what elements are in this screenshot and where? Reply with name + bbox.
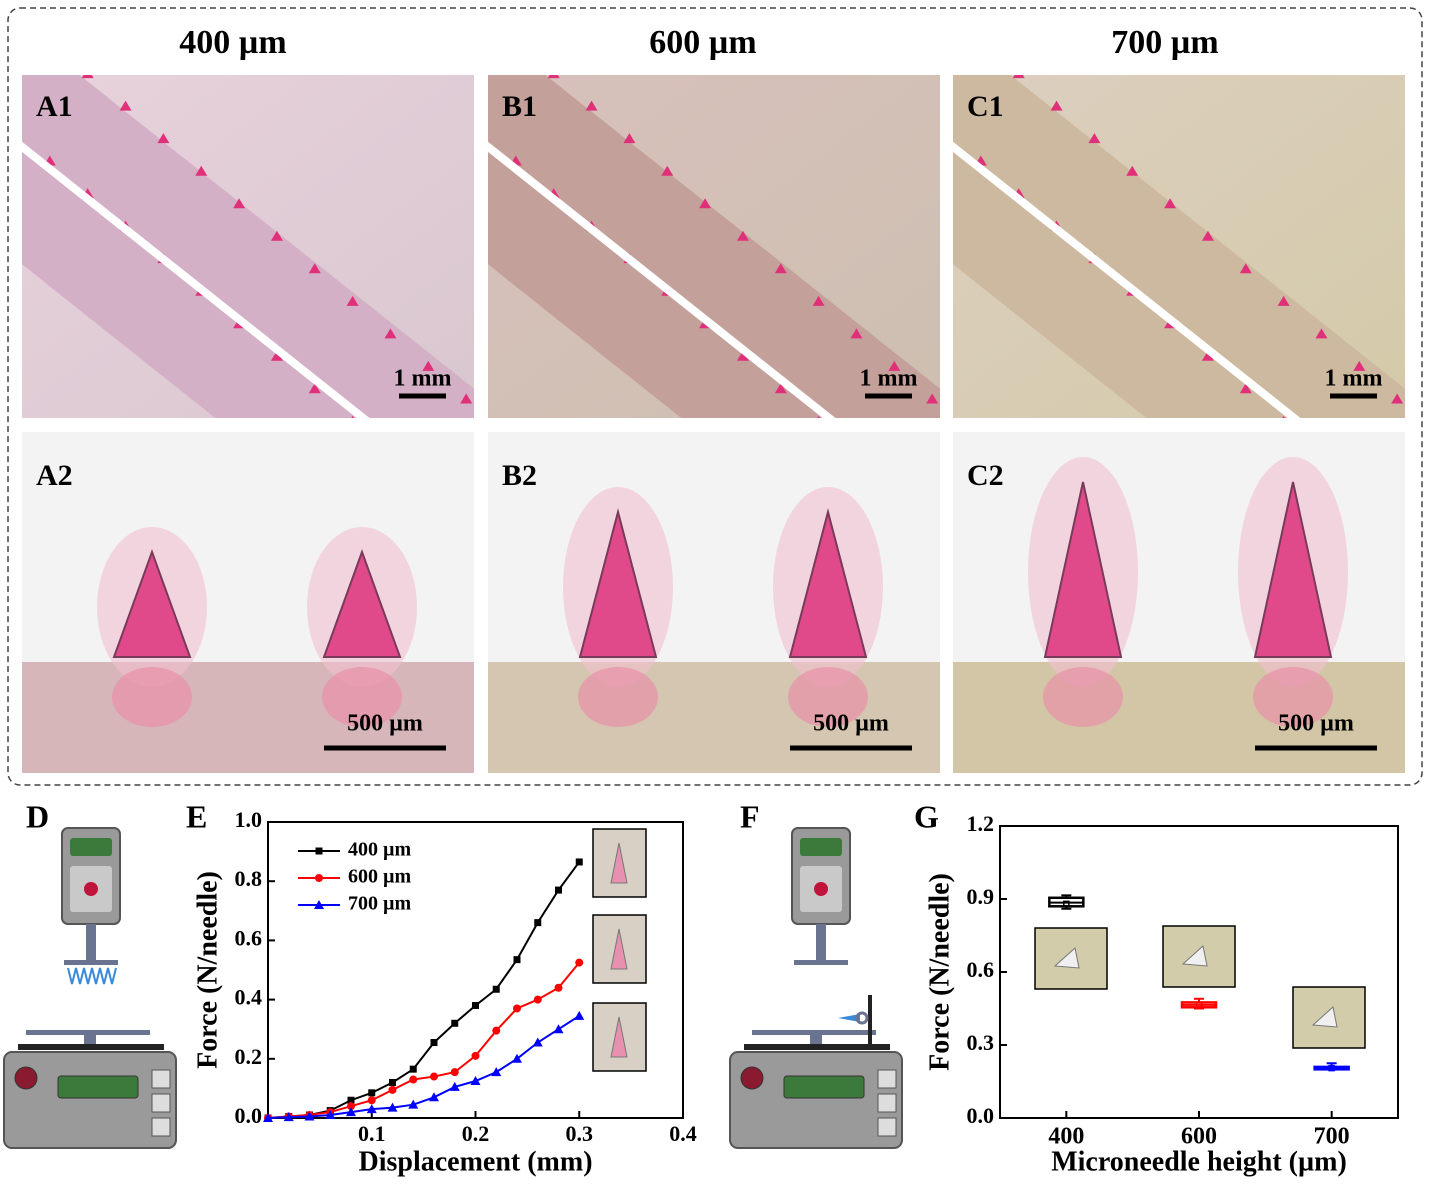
column-title: 400 µm <box>179 24 286 61</box>
base-glow <box>1043 667 1123 727</box>
marker <box>368 1089 375 1096</box>
x-tick-label: 600 <box>1181 1124 1217 1150</box>
marker <box>514 956 521 963</box>
marker <box>429 1092 439 1101</box>
spike <box>975 36 987 46</box>
marker <box>410 1066 417 1073</box>
panel-letter: D <box>26 798 49 834</box>
panel-letter: G <box>914 798 939 834</box>
marker <box>472 1052 480 1060</box>
base-glow <box>112 667 192 727</box>
y-tick-label: 0.4 <box>235 985 263 1010</box>
marker <box>389 1079 396 1086</box>
scale-bar-label: 1 mm <box>1325 366 1383 392</box>
marker <box>576 858 583 865</box>
x-tick-label: 0.2 <box>462 1121 490 1146</box>
y-axis-label: Force (N/needle) <box>924 873 955 1071</box>
marker <box>554 1024 564 1033</box>
spike <box>1013 68 1025 78</box>
figure: 400 µm 600 µm 700 µm A1 1 mm B1 1 mm C1 1 mm A2 50… <box>0 0 1429 1190</box>
marker <box>513 1004 521 1012</box>
marker <box>431 1039 438 1046</box>
needle-array <box>68 968 116 984</box>
spike <box>44 36 56 46</box>
marker <box>533 1038 543 1047</box>
x-tick-label: 400 <box>1048 1124 1084 1150</box>
skin-holder <box>838 995 872 1050</box>
marker <box>492 1027 500 1035</box>
spike <box>510 36 522 46</box>
marker <box>316 848 323 855</box>
scale-bar-label: 500 µm <box>813 711 889 737</box>
column-title: 600 µm <box>649 24 756 61</box>
panel-label: C2 <box>967 459 1004 492</box>
marker <box>493 986 500 993</box>
scale-bar-label: 500 µm <box>1278 711 1354 737</box>
marker <box>472 1002 479 1009</box>
marker <box>430 1073 438 1081</box>
y-tick-label: 0.0 <box>235 1103 263 1128</box>
scale-bar-label: 500 µm <box>347 711 423 737</box>
y-tick-label: 0.9 <box>967 884 995 909</box>
y-axis-label: Force (N/needle) <box>192 871 223 1069</box>
base-glow <box>578 667 658 727</box>
panel-letter: E <box>186 798 207 834</box>
spike <box>82 68 94 78</box>
legend-label: 600 µm <box>348 866 412 888</box>
panel-letter: F <box>740 798 760 834</box>
series-line <box>268 862 579 1118</box>
y-tick-label: 0.6 <box>235 925 263 950</box>
spike <box>548 68 560 78</box>
y-tick-label: 0.6 <box>967 957 995 982</box>
marker <box>555 984 563 992</box>
legend-label: 700 µm <box>348 893 412 915</box>
y-tick-label: 1.0 <box>235 807 263 832</box>
x-tick-label: 0.4 <box>669 1121 697 1146</box>
x-tick-label: 0.1 <box>358 1121 386 1146</box>
panel-label: B2 <box>502 459 537 492</box>
series-line <box>268 963 579 1118</box>
y-tick-label: 0.8 <box>235 866 263 891</box>
marker <box>575 959 583 967</box>
x-axis-label: Displacement (mm) <box>358 1146 592 1177</box>
legend-label: 400 µm <box>348 839 412 861</box>
marker <box>451 1068 459 1076</box>
y-tick-label: 0.0 <box>967 1103 995 1128</box>
marker <box>574 1011 584 1020</box>
marker <box>315 874 323 882</box>
y-tick-label: 1.2 <box>967 811 995 836</box>
x-tick-label: 700 <box>1314 1124 1350 1150</box>
y-tick-label: 0.2 <box>235 1044 263 1069</box>
x-axis-label: Microneedle height (µm) <box>1051 1146 1347 1177</box>
scale-bar-label: 1 mm <box>394 366 452 392</box>
marker <box>409 1076 417 1084</box>
marker <box>534 919 541 926</box>
marker <box>368 1096 376 1104</box>
panel-label: A1 <box>36 90 73 123</box>
page: { "figure": { "column_titles": ["400 µm"… <box>0 0 1429 1190</box>
x-tick-label: 0.3 <box>566 1121 594 1146</box>
marker <box>555 887 562 894</box>
series-line <box>268 1016 579 1118</box>
marker <box>451 1020 458 1027</box>
panel-label: A2 <box>36 459 73 492</box>
marker <box>389 1086 397 1094</box>
y-tick-label: 0.3 <box>967 1030 995 1055</box>
scale-bar-label: 1 mm <box>860 366 918 392</box>
column-title: 700 µm <box>1111 24 1218 61</box>
panel-label: B1 <box>502 90 537 123</box>
panel-label: C1 <box>967 90 1004 123</box>
marker <box>534 996 542 1004</box>
marker <box>491 1067 501 1076</box>
